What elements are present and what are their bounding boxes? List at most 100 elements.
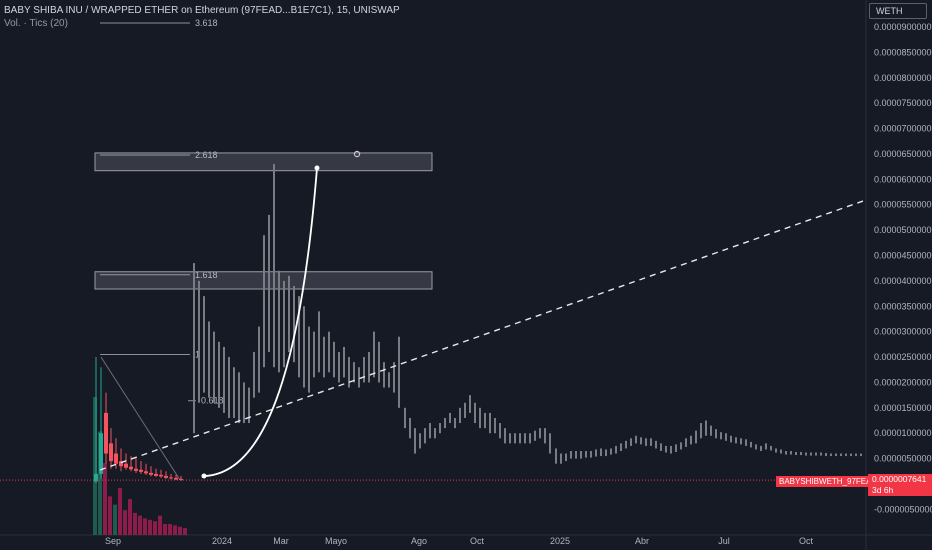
candle [474,402,476,424]
time-tick-label[interactable]: Oct [799,536,814,546]
candle [700,423,702,439]
volume-bar [168,523,172,535]
candle [253,351,255,398]
price-tick-label[interactable]: 0.0000200000 [874,377,932,387]
candle [273,164,275,368]
candle [735,437,737,444]
time-tick-label[interactable]: 2025 [550,536,570,546]
candle [745,439,747,446]
candle-body [139,469,143,472]
candle [514,433,516,444]
price-tick-label[interactable]: 0.0000700000 [874,124,932,134]
price-tick-label[interactable]: 0.0000300000 [874,327,932,337]
time-tick-label[interactable]: Mar [273,536,289,546]
symbol-price-label: BABYSHIBWETH_97FEAD [776,476,881,487]
candle [630,438,632,446]
candle [695,430,697,444]
volume-bar [118,488,122,535]
candle [795,452,797,456]
chart-header: BABY SHIBA INU / WRAPPED ETHER on Ethere… [4,4,400,30]
candle [620,443,622,451]
candle [785,450,787,455]
price-tick-label[interactable]: 0.0000400000 [874,276,932,286]
price-tick-label[interactable]: 0.0000100000 [874,428,932,438]
price-tick-label[interactable]: 0.0000450000 [874,251,932,261]
candle [263,235,265,368]
candle [393,362,395,393]
time-tick-label[interactable]: Oct [470,536,485,546]
candle [650,438,652,446]
fib-trend-line [100,356,181,481]
candle [524,433,526,444]
time-tick-label[interactable]: 2024 [212,536,232,546]
candle [570,450,572,459]
candle [770,445,772,451]
price-tick-label[interactable]: 0.0000150000 [874,403,932,413]
candle [323,336,325,378]
clock-icon[interactable] [353,150,361,158]
candle [820,452,822,456]
price-tick-label[interactable]: 0.0000650000 [874,149,932,159]
time-tick-label[interactable]: Jul [718,536,730,546]
parabolic-curve[interactable] [203,167,318,477]
candle [830,453,832,457]
price-tick-label[interactable]: 0.0000750000 [874,98,932,108]
candle [655,440,657,449]
candle [238,372,240,424]
price-tick-label[interactable]: 0.0000900000 [874,22,932,32]
time-tick-label[interactable]: Ago [411,536,427,546]
resistance-zone[interactable] [94,152,433,172]
candle [373,331,375,378]
candle-body [94,473,98,482]
price-tick-label[interactable]: 0.0000500000 [874,225,932,235]
price-tick-label[interactable]: 0.0000250000 [874,352,932,362]
candle [333,341,335,378]
candle-body [144,471,148,474]
candle [825,453,827,457]
candle [494,417,496,434]
candle [645,438,647,446]
candle [675,444,677,453]
candle [705,420,707,436]
candle [449,412,451,424]
candle [479,407,481,429]
volume-bar [123,510,127,535]
candle [740,438,742,445]
candle [575,450,577,459]
volume-bar [108,496,112,535]
candle [358,367,360,388]
price-tick-label[interactable]: -0.0000050000 [874,504,932,514]
volume-bar [113,504,117,535]
volume-indicator-label[interactable]: Vol. · Tics (20) [4,18,68,29]
candle [469,395,471,413]
candle [595,449,597,457]
candle [288,275,290,352]
price-tick-label[interactable]: 0.0000050000 [874,454,932,464]
time-tick-label[interactable]: Sep [105,536,121,546]
fib-level-label: 2.618 [195,150,218,160]
price-tick-label[interactable]: 0.0000800000 [874,73,932,83]
price-tick-label[interactable]: 0.0000850000 [874,47,932,57]
candle [800,452,802,456]
time-tick-label[interactable]: Abr [635,536,649,546]
candle [454,417,456,429]
candle [398,336,400,408]
candle [665,445,667,453]
candle [278,270,280,373]
candle [810,452,812,456]
price-tick-label[interactable]: 0.0000550000 [874,200,932,210]
price-tick-label[interactable]: 0.0000600000 [874,174,932,184]
time-tick-label[interactable]: Mayo [325,536,347,546]
candle [223,346,225,413]
candle [293,285,295,363]
price-tick-label[interactable]: 0.0000350000 [874,301,932,311]
currency-selector[interactable]: WETH [869,3,927,19]
candle [484,412,486,429]
candle [635,435,637,444]
candle [750,441,752,448]
chart-title[interactable]: BABY SHIBA INU / WRAPPED ETHER on Ethere… [4,5,400,16]
fib-level-label: 0.618 [201,396,224,406]
candle [459,407,461,424]
candle [805,452,807,456]
